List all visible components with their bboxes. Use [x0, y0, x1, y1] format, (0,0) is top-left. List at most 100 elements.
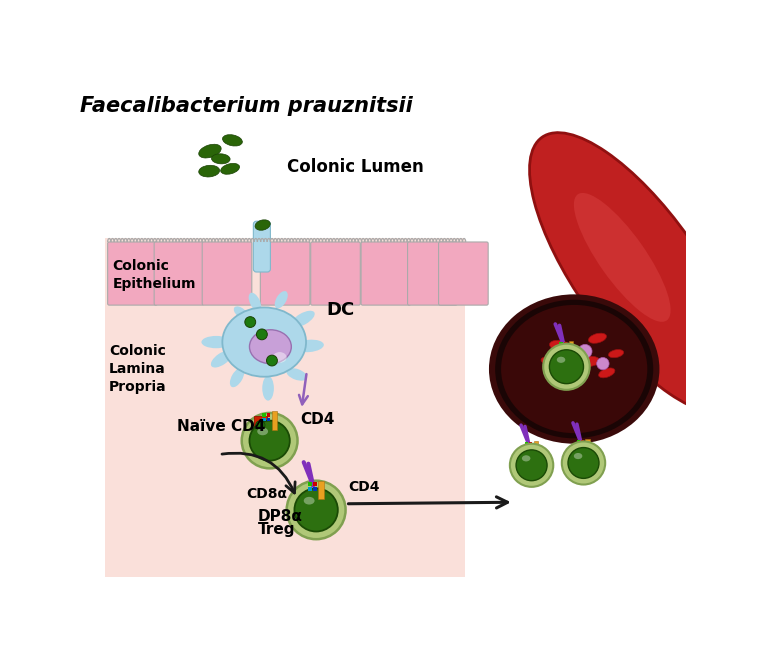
Ellipse shape	[275, 291, 288, 308]
Circle shape	[267, 355, 277, 366]
Ellipse shape	[580, 357, 600, 367]
Ellipse shape	[608, 349, 623, 358]
Ellipse shape	[248, 293, 261, 311]
Ellipse shape	[258, 427, 268, 436]
Ellipse shape	[501, 305, 648, 433]
Circle shape	[242, 413, 297, 468]
Ellipse shape	[201, 336, 231, 349]
Bar	[585, 439, 590, 454]
Bar	[104, 115, 465, 238]
Circle shape	[257, 329, 267, 340]
Ellipse shape	[211, 351, 232, 367]
Ellipse shape	[223, 134, 242, 146]
Bar	[254, 416, 267, 432]
Text: CD4: CD4	[301, 411, 335, 427]
Bar	[313, 482, 317, 486]
Text: Colonic
Epithelium: Colonic Epithelium	[112, 259, 196, 291]
Bar	[577, 440, 580, 443]
Bar	[533, 441, 538, 456]
Ellipse shape	[294, 340, 324, 352]
Bar	[525, 442, 528, 446]
Text: CD8α: CD8α	[246, 487, 287, 501]
Ellipse shape	[304, 497, 315, 504]
Circle shape	[562, 442, 605, 484]
Ellipse shape	[249, 330, 291, 364]
Ellipse shape	[212, 154, 230, 164]
Circle shape	[561, 364, 572, 375]
Ellipse shape	[599, 368, 615, 378]
Ellipse shape	[574, 453, 582, 459]
Bar	[262, 413, 266, 417]
Ellipse shape	[287, 368, 307, 381]
Bar	[313, 487, 317, 490]
Circle shape	[510, 444, 553, 487]
Ellipse shape	[522, 456, 530, 462]
FancyBboxPatch shape	[202, 242, 251, 305]
FancyBboxPatch shape	[154, 242, 203, 305]
Ellipse shape	[557, 357, 565, 363]
Ellipse shape	[262, 376, 274, 401]
Circle shape	[578, 345, 592, 359]
Text: Colonic Lumen: Colonic Lumen	[287, 157, 423, 175]
FancyBboxPatch shape	[261, 242, 310, 305]
Ellipse shape	[530, 132, 746, 413]
Text: DC: DC	[326, 301, 354, 318]
Bar	[309, 482, 312, 486]
Bar	[564, 347, 567, 350]
Ellipse shape	[574, 193, 671, 322]
Bar	[529, 446, 532, 450]
Bar	[559, 342, 563, 346]
FancyBboxPatch shape	[253, 221, 271, 272]
Ellipse shape	[549, 341, 571, 351]
Text: Treg: Treg	[258, 522, 296, 537]
Ellipse shape	[550, 373, 567, 381]
Bar	[577, 444, 580, 447]
Ellipse shape	[588, 333, 607, 343]
Ellipse shape	[565, 349, 584, 359]
Ellipse shape	[223, 308, 306, 377]
Ellipse shape	[495, 300, 653, 438]
Circle shape	[256, 421, 265, 430]
Ellipse shape	[489, 294, 659, 444]
Circle shape	[543, 344, 590, 390]
Text: Naïve CD4: Naïve CD4	[177, 419, 265, 434]
Ellipse shape	[230, 368, 245, 387]
Circle shape	[249, 421, 290, 461]
Ellipse shape	[199, 145, 221, 158]
Ellipse shape	[273, 352, 287, 363]
Bar	[568, 341, 574, 357]
Ellipse shape	[234, 306, 248, 319]
Ellipse shape	[199, 165, 219, 177]
Ellipse shape	[541, 357, 556, 365]
Bar	[309, 487, 312, 490]
Ellipse shape	[291, 310, 315, 327]
Bar	[267, 417, 271, 421]
Bar	[272, 411, 277, 430]
Bar	[564, 342, 567, 346]
Text: CD4: CD4	[349, 480, 380, 494]
Circle shape	[287, 481, 346, 539]
Bar	[581, 440, 584, 443]
Bar	[581, 444, 584, 447]
Circle shape	[245, 316, 256, 327]
Circle shape	[294, 488, 338, 531]
Text: DP8α: DP8α	[258, 509, 303, 524]
Ellipse shape	[255, 220, 271, 230]
Circle shape	[516, 450, 547, 481]
Bar	[254, 430, 267, 447]
Text: Colonic
Lamina
Propria: Colonic Lamina Propria	[109, 344, 167, 395]
Bar	[104, 238, 465, 577]
Text: Faecalibacterium prauznitsii: Faecalibacterium prauznitsii	[80, 96, 413, 116]
Bar	[529, 442, 532, 446]
FancyBboxPatch shape	[439, 242, 488, 305]
Bar	[267, 413, 271, 417]
Circle shape	[549, 350, 584, 383]
Circle shape	[597, 357, 609, 370]
Bar	[262, 417, 266, 421]
Circle shape	[568, 448, 599, 478]
FancyBboxPatch shape	[361, 242, 411, 305]
FancyBboxPatch shape	[408, 242, 457, 305]
Bar	[525, 446, 528, 450]
FancyBboxPatch shape	[107, 242, 157, 305]
Ellipse shape	[221, 163, 239, 174]
